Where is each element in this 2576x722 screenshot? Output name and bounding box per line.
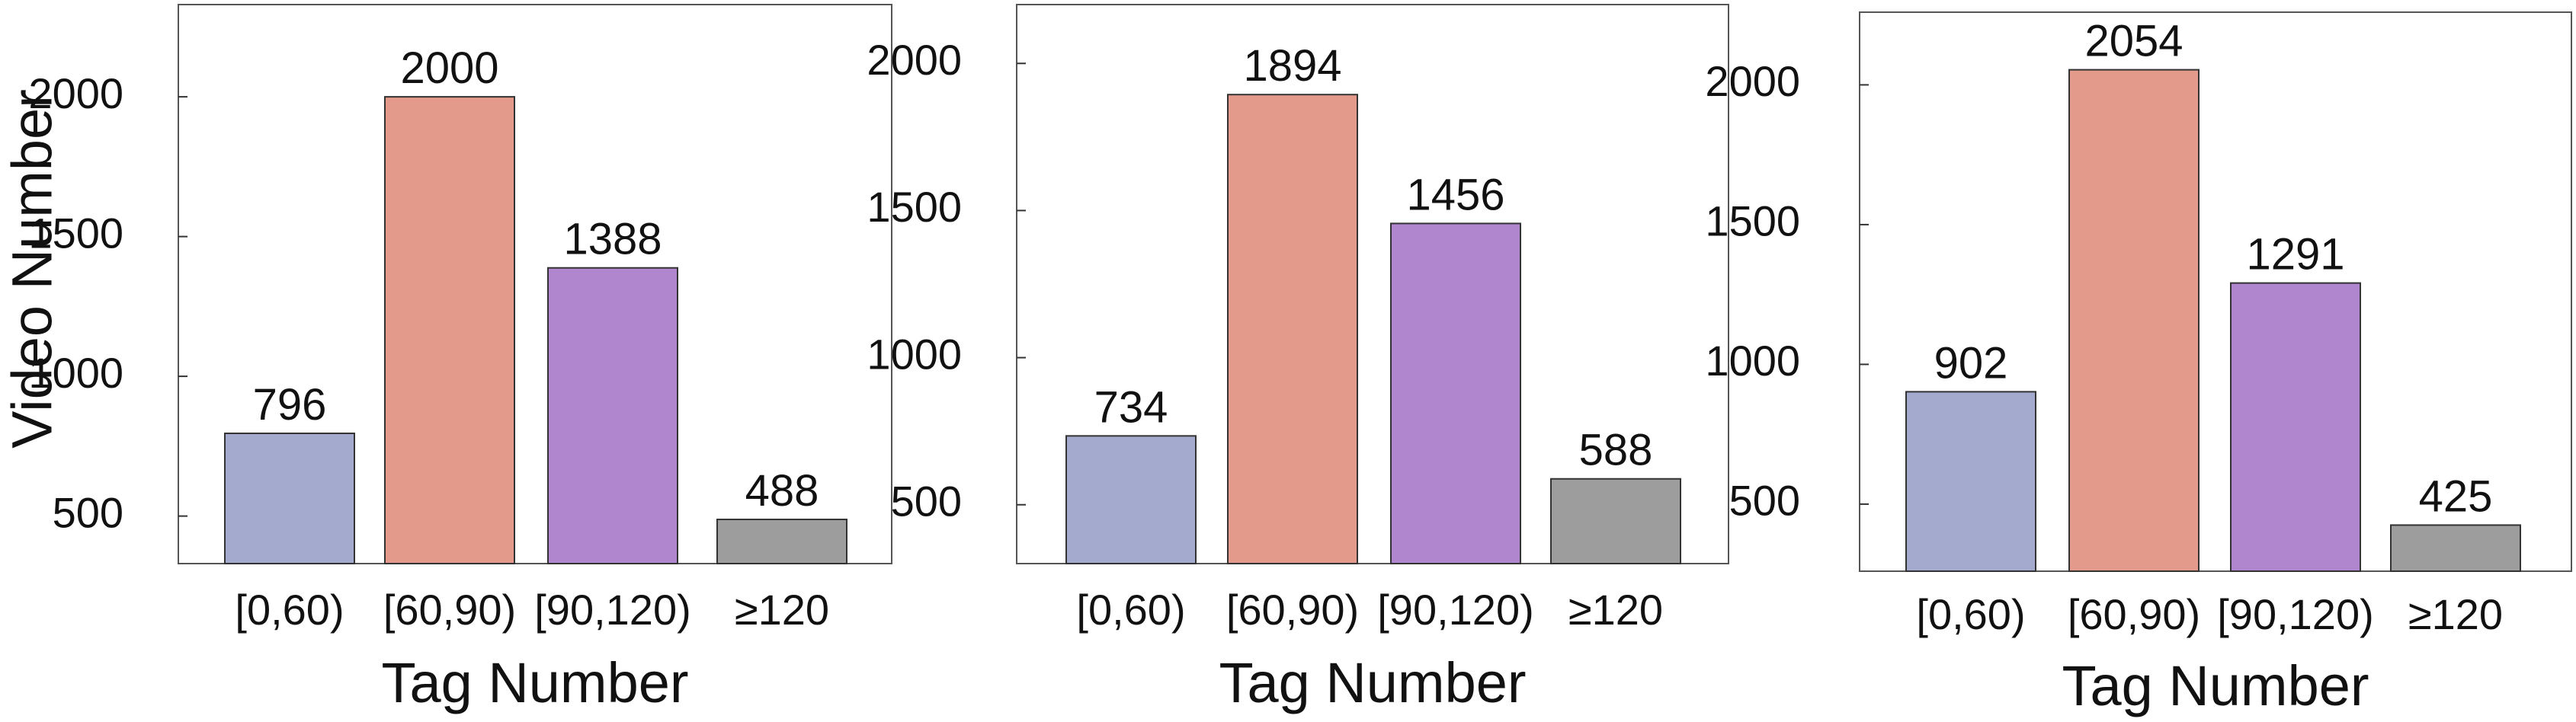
y-axis-title: Video Number [1, 89, 64, 449]
x-category-label: [90,120) [1377, 586, 1534, 634]
bar-4 [1550, 478, 1681, 564]
x-category-label: ≥120 [1568, 586, 1663, 634]
x-axis-title: Tag Number [1219, 651, 1526, 714]
y-tick-label: 1000 [28, 349, 123, 397]
bar-value-label: 734 [1094, 382, 1168, 432]
bar-2 [2068, 69, 2200, 573]
plot-frame [1016, 4, 1729, 564]
plot-frame [178, 4, 892, 564]
y-tick-label: 1500 [867, 183, 962, 231]
bar-value-label: 1388 [563, 215, 662, 264]
bar-2 [384, 96, 515, 565]
plot-frame [1859, 11, 2572, 572]
bar-4 [716, 519, 847, 564]
bar-value-label: 425 [2419, 471, 2493, 521]
bar-value-label: 1456 [1406, 170, 1504, 219]
y-tick-label: 2000 [1705, 57, 1800, 105]
y-tick-label: 1000 [867, 330, 962, 378]
y-tick-label: 1500 [1705, 197, 1800, 245]
x-axis-title: Tag Number [2062, 654, 2369, 717]
x-category-label: [90,120) [2217, 590, 2374, 638]
bar-value-label: 1894 [1243, 41, 1341, 91]
y-tick-label: 2000 [28, 69, 123, 117]
x-category-label: [0,60) [235, 586, 344, 634]
y-tick-label: 500 [1729, 477, 1800, 525]
chart-panel-2: 500 1000 1500 2000 734 [0,60) 1894 [60,90) 1456 [… [867, 4, 1729, 714]
bar-4 [2390, 524, 2521, 573]
bar-value-label: 488 [745, 466, 819, 516]
y-tick-label: 1000 [1705, 337, 1800, 385]
bar-3 [2230, 282, 2361, 572]
bar-value-label: 2000 [400, 43, 498, 93]
x-axis-title: Tag Number [381, 651, 688, 714]
bar-value-label: 588 [1579, 426, 1653, 475]
x-category-label: [0,60) [1916, 590, 2025, 638]
x-category-label: ≥120 [2408, 590, 2503, 638]
chart-panel-3: 500 1000 1500 2000 902 [0,60) 2054 [60,90) 1291 [… [1705, 11, 2572, 717]
bar-value-label: 1291 [2246, 230, 2344, 280]
x-category-label: [60,90) [1226, 586, 1359, 634]
y-tick-label: 500 [891, 478, 962, 526]
x-category-label: [90,120) [534, 586, 691, 634]
bar-value-label: 796 [253, 380, 327, 430]
y-tick-label: 500 [53, 488, 123, 536]
bar-value-label: 902 [1934, 338, 2008, 388]
y-tick-label: 2000 [867, 36, 962, 84]
x-category-label: [0,60) [1076, 586, 1185, 634]
x-category-label: [60,90) [2068, 590, 2200, 638]
bar-1 [224, 432, 355, 565]
bar-2 [1227, 94, 1358, 564]
x-category-label: ≥120 [735, 586, 829, 634]
bar-3 [1390, 222, 1521, 564]
x-category-label: [60,90) [383, 586, 516, 634]
y-tick-label: 1500 [28, 209, 123, 257]
bar-1 [1905, 391, 2036, 572]
bar-1 [1065, 435, 1197, 564]
bar-value-label: 2054 [2084, 17, 2183, 66]
chart-panel-1: 500 1000 1500 2000 796 [0,60) 2000 [60,90) 1388 [… [1, 4, 892, 714]
bar-3 [547, 267, 678, 564]
